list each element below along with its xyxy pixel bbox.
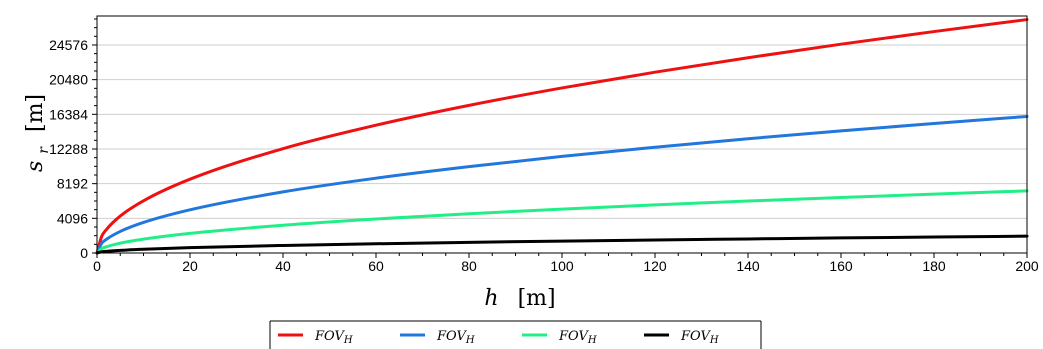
y-axis-subscript: r [36, 146, 52, 154]
y-tick-label-6: 24576 [49, 37, 88, 53]
legend-label-1: FOVH [436, 329, 475, 346]
x-tick-label-0: 0 [93, 258, 101, 274]
x-axis-unit: [m] [518, 286, 556, 311]
y-tick-label-4: 16384 [49, 106, 88, 122]
y-tick-label-0: 0 [80, 245, 88, 261]
series-group [95, 18, 1029, 255]
x-tick-label-7: 140 [736, 258, 760, 274]
y-tick-label-3: 12288 [49, 141, 88, 157]
legend-label-2: FOVH [558, 329, 597, 346]
y-tick-label-5: 20480 [49, 72, 88, 88]
legend-label-3: FOVH [680, 329, 719, 346]
x-axis-title: h [m] [484, 286, 555, 311]
y-axis-unit: [m] [23, 94, 48, 132]
x-tick-label-6: 120 [643, 258, 667, 274]
y-axis-symbol: s [23, 161, 48, 172]
series-line-1 [95, 114, 1029, 255]
x-tick-label-4: 80 [461, 258, 477, 274]
x-tick-label-10: 200 [1015, 258, 1039, 274]
x-tick-label-3: 60 [368, 258, 384, 274]
series-line-3 [95, 234, 1029, 255]
x-tick-label-2: 40 [275, 258, 291, 274]
series-line-2 [95, 189, 1029, 255]
series-line-0 [95, 18, 1029, 255]
y-axis: 0 4096 8192 12288 16384 20480 24576 [49, 18, 97, 261]
x-axis-symbol: h [484, 286, 498, 311]
y-tick-label-1: 4096 [57, 210, 88, 226]
x-tick-label-1: 20 [182, 258, 198, 274]
x-axis: 0 20 40 60 80 100 120 140 160 180 200 [93, 253, 1039, 274]
legend: FOVH FOVH FOVH FOVH [269, 320, 762, 349]
grid-lines [97, 44, 1027, 219]
y-tick-label-2: 8192 [57, 176, 88, 192]
legend-label-0: FOVH [314, 329, 353, 346]
x-tick-label-8: 160 [829, 258, 853, 274]
x-tick-label-9: 180 [922, 258, 946, 274]
y-axis-title: s r [m] [23, 94, 54, 172]
x-tick-label-5: 100 [550, 258, 574, 274]
